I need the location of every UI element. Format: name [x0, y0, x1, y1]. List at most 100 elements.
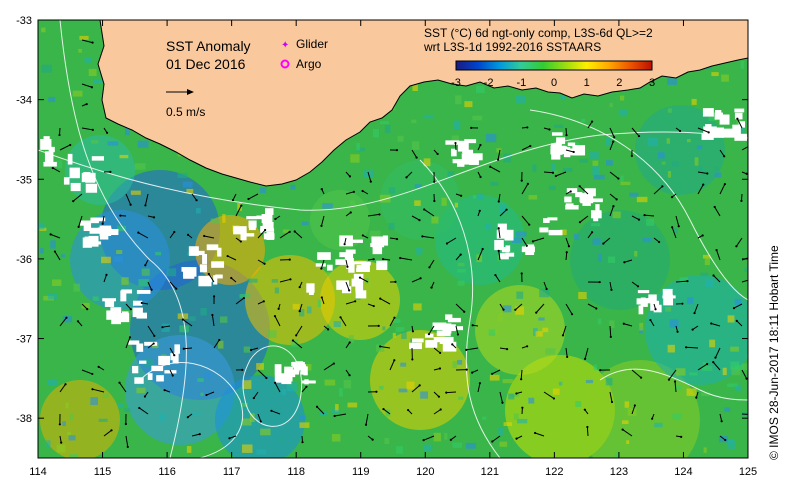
current-vector-head — [456, 333, 460, 336]
current-vector — [736, 237, 743, 247]
anomaly-patch — [40, 380, 120, 458]
current-vector-head — [520, 378, 523, 381]
current-vector-head — [707, 131, 710, 134]
current-vector-head — [470, 126, 473, 129]
anomaly-patch — [570, 210, 670, 310]
current-vector — [491, 369, 501, 375]
current-vector — [389, 237, 398, 240]
lat-tick-label: -38 — [16, 413, 32, 425]
gap-pixel — [565, 203, 574, 208]
current-vector-head — [529, 144, 532, 148]
current-vector — [213, 339, 220, 349]
current-vector — [565, 127, 568, 136]
anomaly-pixel — [654, 422, 663, 428]
gap-pixel — [211, 261, 225, 268]
current-vector — [389, 317, 395, 327]
current-vector-head — [399, 256, 402, 260]
anomaly-pixel — [701, 365, 713, 371]
current-vector — [609, 281, 612, 290]
anomaly-pixel — [384, 124, 391, 134]
current-vector — [81, 369, 93, 375]
current-vector — [623, 323, 633, 327]
current-vector — [535, 303, 545, 313]
current-vector-head — [361, 234, 364, 237]
current-vector-head — [91, 41, 94, 44]
current-vector-head — [749, 279, 751, 281]
legend-argo: Argo — [280, 57, 322, 71]
current-vector-head — [617, 177, 620, 180]
anomaly-pixel — [624, 401, 630, 408]
anomaly-pixel — [485, 223, 491, 230]
current-vector — [125, 303, 132, 310]
anomaly-pixel — [700, 392, 710, 397]
anomaly-pixel — [464, 101, 473, 108]
anomaly-pixel — [591, 223, 601, 227]
anomaly-pixel — [578, 292, 587, 300]
anomaly-pixel — [121, 277, 129, 285]
anomaly-pixel — [317, 299, 322, 308]
current-vector-head — [732, 307, 736, 310]
anomaly-pixel — [333, 321, 341, 328]
current-vector-head — [144, 204, 147, 207]
gap-pixel — [425, 340, 438, 348]
gap-pixel — [738, 121, 746, 128]
current-vector — [257, 259, 265, 265]
anomaly-pixel — [620, 181, 631, 186]
current-vector-head — [713, 205, 716, 209]
current-vector-head — [348, 374, 351, 377]
current-vector — [301, 386, 307, 393]
map-title: SST Anomaly — [166, 38, 251, 54]
current-vector — [299, 303, 303, 312]
gap-pixel — [409, 342, 422, 350]
lat-tick-label: -37 — [16, 334, 32, 346]
gap-pixel — [575, 192, 583, 198]
current-vector-head — [438, 367, 442, 370]
anomaly-pixel — [646, 218, 655, 226]
current-vector — [492, 435, 501, 442]
current-vector — [740, 193, 743, 201]
gap-pixel — [243, 233, 255, 237]
anomaly-pixel — [78, 48, 82, 53]
current-vector-head — [288, 230, 291, 233]
current-vector — [235, 205, 242, 217]
current-vector — [515, 303, 523, 311]
gap-pixel — [734, 112, 743, 120]
current-vector — [182, 319, 193, 327]
gap-pixel — [539, 227, 549, 233]
current-vector-head — [428, 266, 431, 269]
anomaly-pixel — [699, 165, 703, 174]
current-vector-head — [372, 258, 375, 261]
gap-pixel — [445, 314, 453, 320]
current-vector-head — [445, 242, 449, 245]
current-vector-head — [393, 359, 396, 362]
current-vector-head — [118, 381, 121, 384]
current-vector — [587, 303, 597, 309]
current-vector-head — [745, 377, 748, 380]
anomaly-pixel — [350, 154, 360, 163]
current-vector-head — [667, 378, 671, 381]
current-vector-head — [226, 254, 229, 258]
current-vector — [521, 237, 528, 247]
current-vector — [125, 193, 132, 205]
current-vector — [147, 343, 154, 349]
gap-pixel — [432, 322, 447, 330]
current-vector-head — [552, 397, 555, 400]
current-vector — [103, 274, 107, 283]
current-vector-head — [129, 308, 132, 311]
current-vector-head — [712, 361, 715, 364]
current-vector-head — [491, 440, 494, 443]
current-vector-head — [295, 334, 298, 337]
current-vector-head — [684, 346, 688, 349]
current-vector-head — [445, 391, 448, 394]
current-vector-head — [298, 309, 301, 313]
current-vector — [674, 381, 677, 393]
anomaly-pixel — [669, 319, 679, 328]
anomaly-pixel — [731, 367, 741, 376]
lon-tick-label: 115 — [94, 466, 112, 478]
current-vector — [653, 185, 663, 195]
anomaly-pixel — [573, 233, 579, 240]
lon-tick-label: 117 — [223, 466, 241, 478]
anomaly-pixel — [200, 392, 204, 396]
anomaly-pixel — [609, 102, 613, 108]
gap-pixel — [376, 260, 388, 271]
